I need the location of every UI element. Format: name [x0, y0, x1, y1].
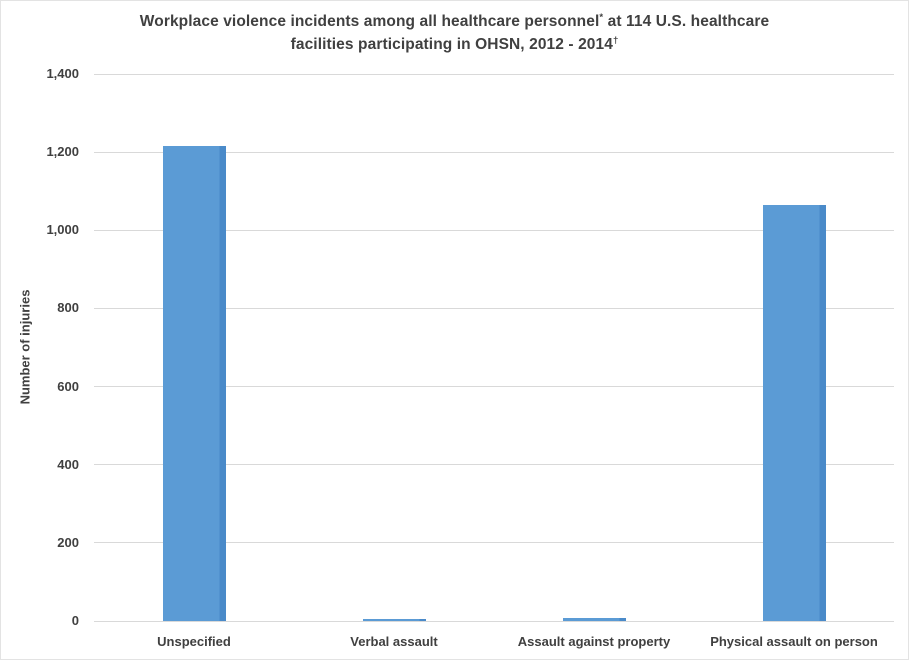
gridline-y-600	[94, 386, 894, 388]
footnote-asterisk: *	[599, 11, 604, 23]
bar-verbal-assault	[362, 619, 426, 621]
y-tick-label-400: 400	[57, 456, 79, 472]
bar-physical-assault-on-person	[762, 204, 826, 621]
y-tick-label-600: 600	[57, 378, 79, 394]
gridline-y-400	[94, 464, 894, 466]
y-tick-label-1400: 1,400	[46, 66, 79, 81]
x-tick-label-unspecified: Unspecified	[157, 634, 231, 649]
bar-assault-against-property	[562, 617, 626, 621]
chart-title-line1: Workplace violence incidents among all h…	[139, 11, 770, 30]
gridline-y-1400	[94, 73, 894, 75]
gridline-y-1200	[94, 151, 894, 153]
gridline-y-1000	[94, 229, 894, 231]
gridline-y-200	[94, 542, 894, 544]
gridline-y-800	[94, 307, 894, 309]
gridline-y-0	[94, 620, 894, 622]
y-tick-label-1200: 1,200	[46, 144, 79, 160]
x-tick-label-physical-assault-on-person: Physical assault on person	[710, 634, 878, 649]
x-tick-label-verbal-assault: Verbal assault	[350, 634, 438, 649]
chart-title-line2: facilities participating in OHSN, 2012 -…	[290, 34, 619, 53]
bar-unspecified	[162, 146, 226, 621]
y-tick-label-1000: 1,000	[46, 222, 79, 238]
y-tick-label-0: 0	[71, 613, 79, 628]
y-tick-label-800: 800	[57, 300, 79, 316]
footnote-dagger: †	[612, 34, 619, 46]
y-tick-label-200: 200	[57, 534, 79, 550]
x-tick-label-assault-against-property: Assault against property	[517, 634, 671, 649]
chart-title: Workplace violence incidents among all h…	[1, 10, 908, 56]
